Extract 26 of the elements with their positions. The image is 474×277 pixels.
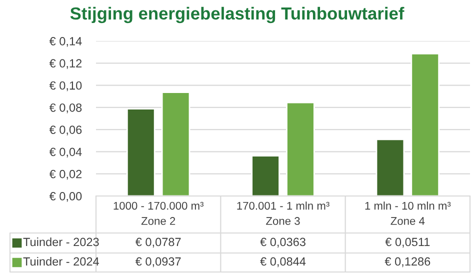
data-label: € 0,0787 <box>135 238 181 248</box>
bar <box>286 102 315 196</box>
data-label: € 0,0363 <box>260 238 306 248</box>
legend-label: Tuinder - 2024 <box>23 256 99 266</box>
y-tick-label: € 0,04 <box>49 148 82 158</box>
y-tick-label: € 0,14 <box>49 37 82 47</box>
x-tick-label: 1 mln - 10 mln m³ Zone 4 <box>365 202 451 225</box>
chart-title: Stijging energiebelasting Tuinbouwtarief <box>70 6 404 24</box>
data-label: € 0,1286 <box>384 257 430 268</box>
y-tick-label: € 0,02 <box>49 170 82 180</box>
data-label: € 0,0844 <box>260 257 306 268</box>
bar <box>376 138 405 196</box>
bar <box>410 52 440 196</box>
y-tick-label: € 0,08 <box>49 103 82 114</box>
data-label: € 0,0937 <box>135 257 181 268</box>
bar <box>126 108 156 196</box>
data-label: € 0,0511 <box>385 238 430 248</box>
bar <box>161 92 190 196</box>
y-tick-label: € 0,00 <box>49 192 82 202</box>
y-tick-label: € 0,10 <box>49 81 82 92</box>
x-tick-label: 170.001 - 1 mln m³ Zone 3 <box>237 202 330 225</box>
legend-label: Tuinder - 2023 <box>23 237 99 246</box>
x-tick-label: 1000 - 170.000 m³ Zone 2 <box>114 202 204 225</box>
y-tick-label: € 0,12 <box>49 59 82 69</box>
y-tick-label: € 0,06 <box>49 126 82 136</box>
bar <box>251 155 280 196</box>
